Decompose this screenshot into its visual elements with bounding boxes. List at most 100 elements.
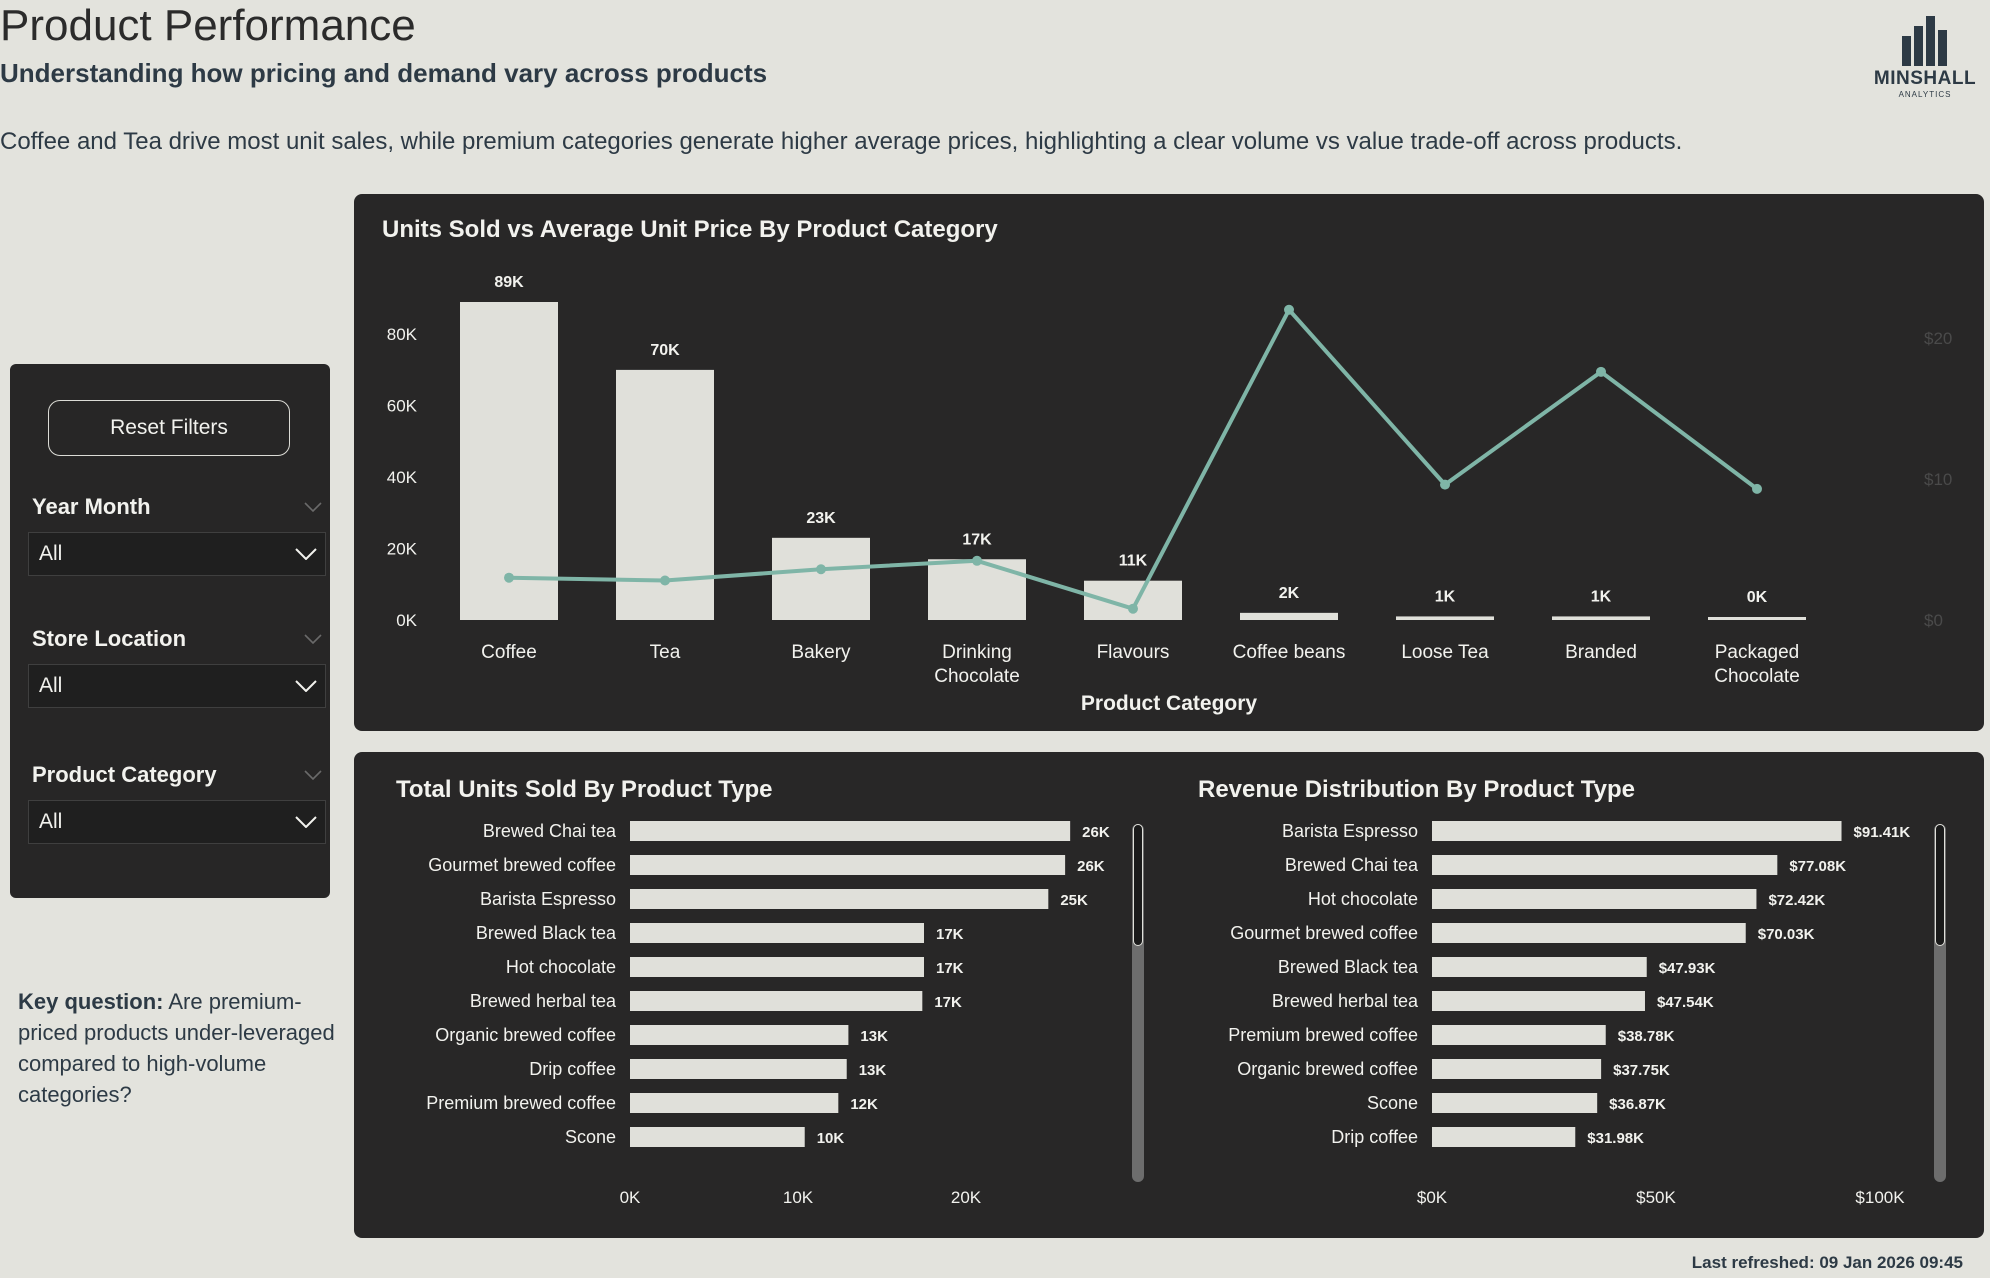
page-title: Product Performance [0,1,416,50]
bar-data-label: 23K [806,510,836,527]
units-chart-scrollbar[interactable] [1132,824,1144,1182]
x-axis-tick-label: Flavours [1097,642,1170,663]
bar [1708,617,1806,620]
bar-data-label: 0K [1747,589,1768,606]
units-chart-title: Total Units Sold By Product Type [396,776,773,803]
bar-data-label: 1K [1591,588,1612,605]
slicer-dropdown-year-month[interactable]: All [28,532,326,576]
logo-bars-icon [1902,16,1947,66]
category-label: Drip coffee [1331,1127,1418,1147]
line-point [1284,304,1294,315]
category-label: Premium brewed coffee [1228,1025,1418,1045]
category-label: Gourmet brewed coffee [428,855,616,875]
line-point [504,572,514,583]
bar-charts-card: Total Units Sold By Product Type Revenue… [354,752,1984,1238]
line-point [660,575,670,586]
slicer-value: All [39,542,63,565]
bar [630,923,924,943]
line-point [972,555,982,566]
reset-filters-button[interactable]: Reset Filters [48,400,290,456]
chevron-down-icon[interactable] [304,634,322,644]
bar-data-label: $31.98K [1587,1130,1644,1147]
y-axis-tick-label: 40K [387,468,418,487]
bar [1240,612,1338,620]
scrollbar-thumb[interactable] [1935,824,1945,946]
bar-data-label: $37.75K [1613,1062,1670,1079]
bar [630,1059,847,1079]
bar [630,821,1071,841]
x-axis-tick-label: 0K [620,1188,641,1207]
bar [630,957,924,977]
line-point [1440,479,1450,490]
chevron-down-icon[interactable] [304,502,322,512]
chevron-down-icon [295,548,317,560]
x-axis-tick-label: 10K [783,1188,814,1207]
slicer-store-location: Store Location All [28,624,326,708]
combo-chart: 0K 20K 40K 60K 80K $0 $10 $20 89K Coffee 70K Tea 23K… [387,274,1953,715]
bar-data-label: 1K [1435,588,1456,605]
bar-data-label: 17K [934,994,962,1011]
x-axis-tick-label: Tea [650,642,681,663]
y-axis-tick-label: 80K [387,325,418,344]
x-axis-tick-label: $50K [1636,1188,1676,1207]
bar-data-label: 25K [1060,892,1088,909]
revenue-chart-scrollbar[interactable] [1934,824,1946,1182]
slicer-label: Year Month [32,494,151,519]
slicer-value: All [39,674,63,697]
bar-data-label: 26K [1082,824,1110,841]
x-axis-tick-label: Bakery [791,642,851,663]
x-axis-tick-label: Drinking [942,642,1012,663]
bar-data-label: $91.41K [1854,824,1911,841]
x-axis-tick-label: Coffee [481,642,537,663]
y2-axis-tick-label: $10 [1924,470,1952,489]
bar [630,1093,839,1113]
category-label: Brewed Chai tea [483,821,617,841]
bar-data-label: 13K [859,1062,887,1079]
bar [1432,889,1757,909]
category-label: Brewed Black tea [476,923,617,943]
bar-data-label: 26K [1077,858,1105,875]
slicer-dropdown-store-location[interactable]: All [28,664,326,708]
chevron-down-icon[interactable] [304,770,322,780]
bar [630,1025,849,1045]
bar [1432,957,1647,977]
y2-axis-tick-label: $0 [1924,611,1943,630]
combo-chart-card: Units Sold vs Average Unit Price By Prod… [354,194,1984,731]
bar-data-label: $47.54K [1657,994,1714,1011]
bar [1552,616,1650,620]
bar-data-label: $47.93K [1659,960,1716,977]
bar-data-label: 70K [650,342,680,359]
bar [1084,580,1182,620]
bar [630,889,1049,909]
bar [460,302,558,620]
x-axis-tick-label: 20K [951,1188,982,1207]
category-label: Barista Espresso [1282,821,1418,841]
category-label: Hot chocolate [506,957,616,977]
bar [1432,923,1746,943]
bar-data-label: 13K [860,1028,888,1045]
bar-data-label: 10K [817,1130,845,1147]
filter-panel: Reset Filters Year Month All Store Locat… [10,364,330,898]
bar-data-label: 2K [1279,585,1300,602]
company-logo: MINSHALL ANALYTICS [1870,16,1980,106]
bar-data-label: 17K [936,960,964,977]
x-axis-tick-label: Branded [1565,642,1637,663]
category-label: Brewed Chai tea [1285,855,1419,875]
x-axis-tick-label: Packaged [1715,642,1800,663]
slicer-dropdown-product-category[interactable]: All [28,800,326,844]
category-label: Brewed herbal tea [470,991,617,1011]
bar [1432,855,1778,875]
last-refreshed: Last refreshed: 09 Jan 2026 09:45 [1691,1253,1963,1272]
y-axis-tick-label: 0K [396,611,417,630]
slicer-label: Product Category [32,762,217,787]
page-insight: Coffee and Tea drive most unit sales, wh… [0,128,1683,155]
bar-data-label: 17K [936,926,964,943]
slicer-year-month: Year Month All [28,492,326,576]
bar [1432,821,1842,841]
slicer-label: Store Location [32,626,187,651]
bar-data-label: 12K [850,1096,878,1113]
scrollbar-thumb[interactable] [1133,824,1143,946]
logo-name: MINSHALL [1873,68,1977,89]
line-point [816,564,826,575]
y-axis-tick-label: 20K [387,540,418,559]
